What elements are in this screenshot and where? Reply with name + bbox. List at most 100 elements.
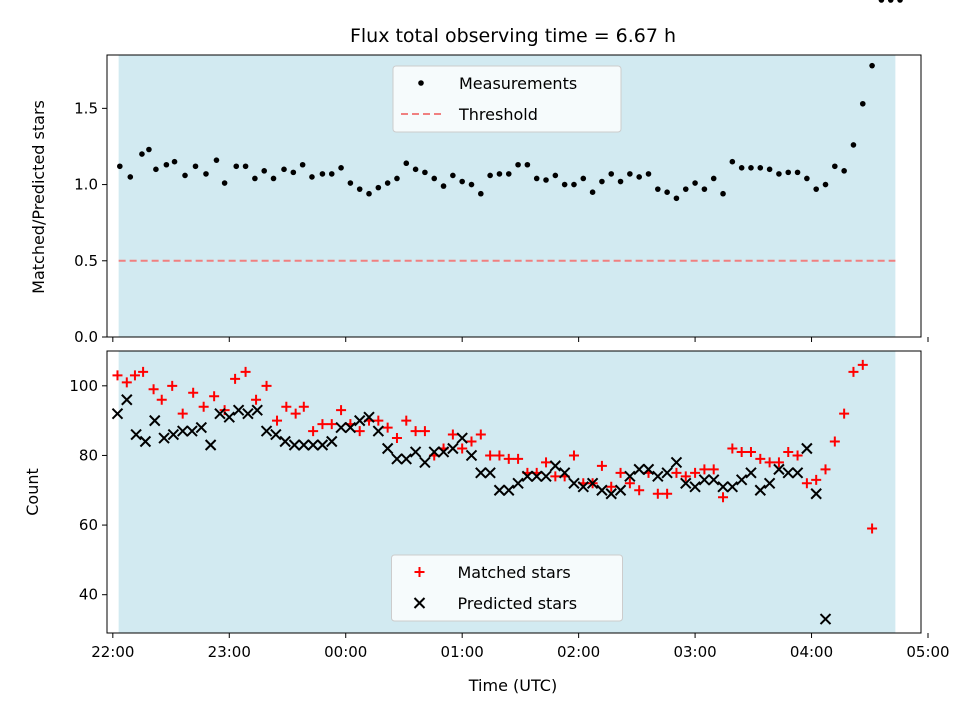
matched-star-point — [198, 401, 209, 412]
predicted-star-point — [614, 484, 627, 496]
matched-star-point — [281, 401, 292, 412]
predicted-star-point — [223, 411, 235, 423]
legend-predicted-marker — [413, 597, 426, 609]
measurement-point — [366, 190, 372, 197]
matched-star-point — [671, 467, 682, 478]
measurement-point — [804, 175, 810, 182]
matched-star-point — [475, 429, 486, 440]
matched-star-point — [568, 450, 579, 461]
predicted-star-point — [503, 484, 515, 496]
measurement-point — [299, 161, 306, 168]
predicted-star-point — [335, 421, 347, 434]
matched-star-point — [177, 408, 188, 419]
matched-star-point — [848, 366, 859, 377]
measurement-point — [655, 186, 661, 192]
matched-star-point — [764, 457, 775, 468]
x-tick-label: 05:00 — [906, 643, 949, 661]
predicted-star-point — [456, 432, 468, 444]
matched-star-point — [736, 446, 747, 457]
predicted-star-point — [363, 411, 375, 423]
predicted-star-point — [568, 477, 580, 490]
predicted-star-point — [242, 407, 254, 420]
measurement-point — [850, 142, 857, 148]
measurement-point — [252, 175, 258, 182]
matched-star-point — [240, 366, 251, 377]
predicted-star-point — [754, 484, 767, 496]
y-tick-label: 40 — [79, 586, 98, 604]
measurement-point — [785, 169, 792, 176]
predicted-star-point — [204, 439, 217, 451]
measurement-point — [897, 0, 903, 3]
measurement-point — [608, 171, 615, 177]
predicted-star-point — [149, 414, 161, 427]
matched-star-point — [615, 467, 626, 478]
predicted-star-point — [782, 467, 794, 479]
measurement-point — [748, 165, 754, 171]
axes-frame — [106, 350, 922, 634]
measurement-point — [561, 181, 568, 188]
predicted-star-point — [708, 474, 720, 486]
matched-star-point — [708, 464, 719, 475]
predicted-star-point — [130, 428, 142, 441]
predicted-star-point — [633, 463, 645, 476]
y-tick-label: 0.0 — [74, 328, 98, 346]
predicted-star-point — [689, 481, 701, 493]
predicted-star-point — [419, 456, 431, 469]
matched-star-point — [485, 450, 496, 461]
measurement-point — [328, 171, 335, 177]
predicted-star-point — [596, 484, 608, 496]
measurement-point — [139, 151, 145, 157]
predicted-star-point — [344, 421, 357, 434]
measurement-point — [692, 180, 698, 186]
matched-star-point — [699, 464, 710, 475]
predicted-star-point — [745, 467, 757, 479]
measurement-point — [347, 180, 354, 186]
matched-star-point — [261, 380, 272, 391]
measurement-point — [832, 163, 838, 170]
x-tick-label: 23:00 — [208, 643, 251, 661]
matched-star-point — [745, 446, 756, 457]
matched-star-point — [336, 405, 347, 416]
measurement-point — [487, 172, 493, 179]
measurement-point — [599, 178, 605, 185]
measurement-point — [533, 175, 540, 182]
measurement-point — [515, 161, 521, 168]
measurement-point — [309, 174, 315, 180]
matched-star-point — [867, 523, 878, 534]
measurement-point — [459, 178, 465, 185]
matched-star-point — [680, 471, 691, 482]
ratio-panel: 0.0 0.5 1.0 1.5 Measurements Threshold — [74, 0, 929, 346]
predicted-star-point — [652, 470, 664, 483]
predicted-star-point — [372, 425, 385, 437]
x-tick-label: 22:00 — [91, 643, 134, 661]
chart-title: Flux total observing time = 6.67 h — [350, 25, 676, 47]
matched-star-point — [829, 436, 840, 447]
matched-star-point — [652, 488, 663, 499]
matched-star-point — [129, 370, 140, 381]
predicted-star-point — [531, 470, 543, 483]
predicted-star-point — [167, 428, 180, 441]
y-tick-label: 80 — [79, 446, 98, 464]
predicted-star-point — [558, 467, 571, 479]
matched-star-point — [401, 415, 412, 426]
measurement-point — [153, 166, 159, 173]
measurement-point — [776, 171, 782, 177]
measurement-point — [580, 175, 587, 182]
measurement-point — [394, 175, 400, 182]
matched-star-point — [167, 380, 178, 391]
matched-star-point — [662, 488, 673, 499]
matched-star-point — [156, 394, 167, 405]
legend-label: Threshold — [458, 105, 538, 124]
measurement-point — [233, 163, 240, 170]
x-tick-label: 04:00 — [790, 643, 833, 661]
predicted-star-point — [791, 467, 804, 479]
matched-star-point — [718, 492, 729, 503]
predicted-star-point — [176, 425, 189, 437]
y-tick-label: 60 — [79, 516, 98, 534]
predicted-star-point — [810, 488, 822, 500]
matched-star-point — [503, 453, 514, 464]
measurement-point — [468, 181, 475, 188]
matched-star-point — [272, 415, 283, 426]
measurement-point — [766, 166, 773, 173]
predicted-star-point — [661, 467, 673, 479]
